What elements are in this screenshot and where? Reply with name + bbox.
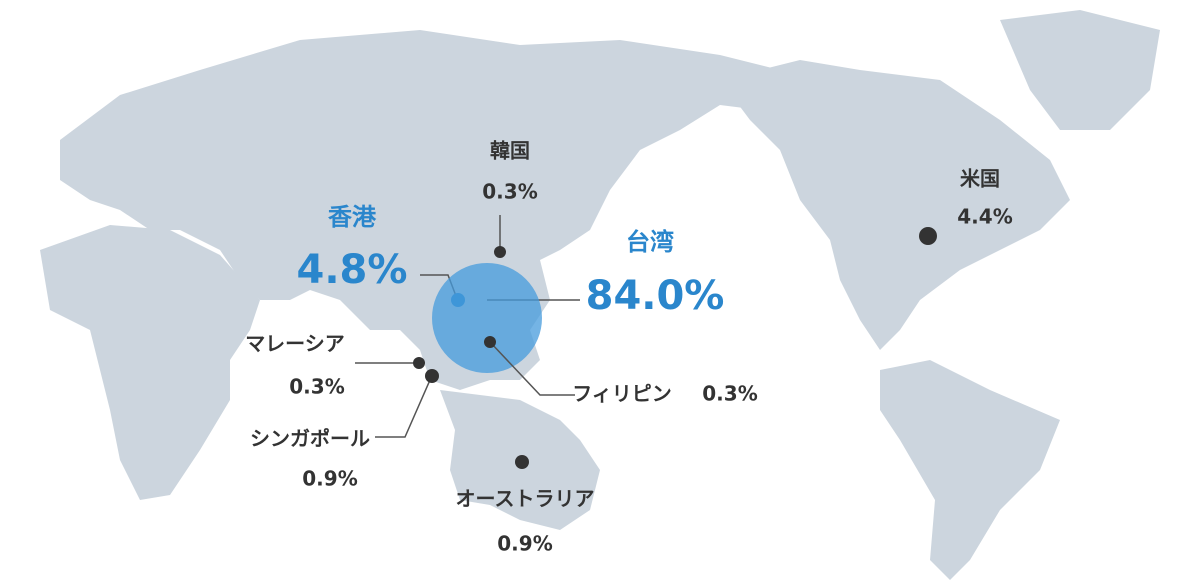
region-name: フィリピン [572,382,672,406]
region-value: 84.0% [586,273,725,319]
region-name: 台湾 [626,228,674,256]
region-value: 4.4% [957,205,1012,229]
region-value: 0.3% [289,375,344,399]
region-value: 0.9% [302,467,357,491]
overlay: 香港 4.8% 台湾 84.0% 韓国 0.3% 米国 4.4% マレーシア 0.3% シンガポール… [245,139,1013,556]
region-name: シンガポール [250,427,370,451]
region-name: 韓国 [490,139,530,163]
region-marker [484,336,496,348]
region-marker [515,455,529,469]
region-value: 0.3% [482,180,537,204]
region-value: 0.3% [702,382,757,406]
leader-line [375,379,431,438]
region-name: 香港 [328,203,377,231]
leader-line [489,341,575,396]
region-value: 4.8% [297,247,408,293]
region-marker [413,357,425,369]
region-marker [494,246,506,258]
region-name: マレーシア [245,332,345,356]
region-value: 0.9% [497,532,552,556]
landmass [40,10,1160,580]
region-marker [432,263,542,373]
region-marker [425,369,439,383]
region-name: オーストラリア [456,487,595,511]
region-name: 米国 [960,167,1000,191]
region-marker [919,227,937,245]
